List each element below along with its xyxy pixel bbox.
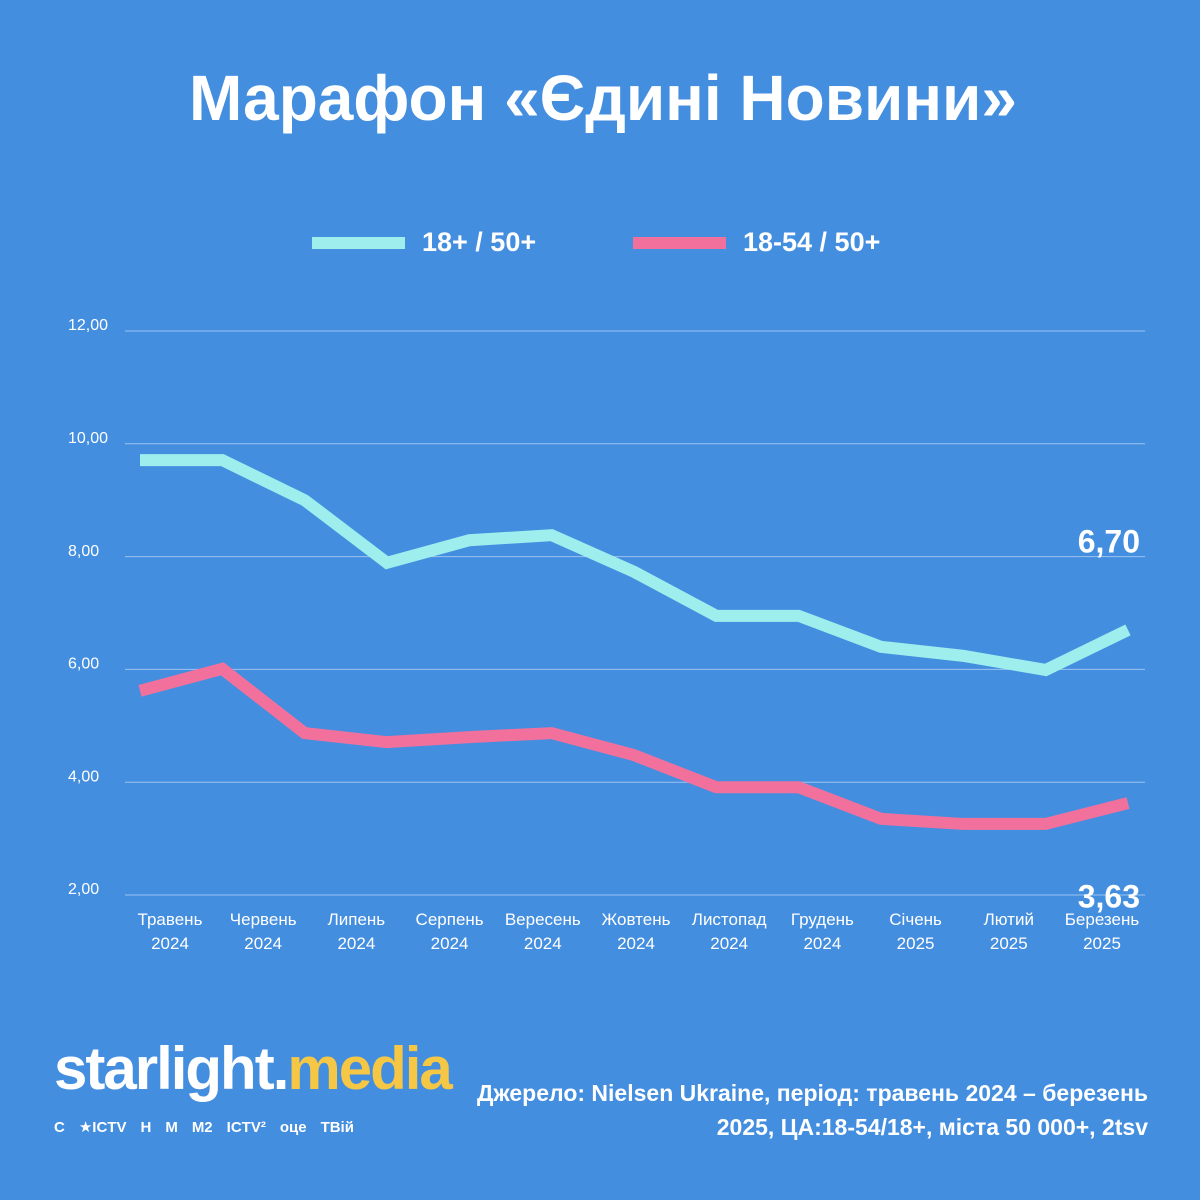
x-tick-label: Лютий 2025: [983, 910, 1034, 953]
brand-logo: starlight.media: [54, 1034, 453, 1103]
chart-title: Марафон «Єдині Новини»: [189, 62, 1017, 134]
x-tick-label: Вересень 2024: [504, 910, 581, 953]
x-tick-label: Жовтень 2024: [601, 910, 671, 953]
y-tick-label: 10,00: [68, 430, 108, 447]
channel-logo: С: [54, 1118, 65, 1136]
x-tick-label: Червень 2024: [229, 910, 297, 953]
series-line: [138, 662, 1130, 830]
x-tick-label: Січень 2025: [889, 910, 942, 953]
legend-label: 18-54 / 50+: [743, 227, 880, 257]
channel-logo: оце: [279, 1118, 307, 1136]
x-tick-label: Березень 2025: [1064, 910, 1140, 953]
y-tick-label: 2,00: [68, 881, 99, 898]
x-tick-label: Травень 2024: [137, 910, 203, 953]
channel-logo: ТВій: [320, 1118, 354, 1136]
channel-logo: ICTV²: [226, 1118, 266, 1136]
channel-logos: С ★ICTV Н М М2 ICTV² оце ТВій: [54, 1118, 354, 1137]
brand-main: starlight: [54, 1035, 275, 1102]
value-label: 6,70: [1078, 523, 1140, 559]
y-tick-label: 12,00: [68, 317, 108, 334]
channel-logo: М2: [191, 1118, 213, 1136]
channel-logo: М: [165, 1118, 178, 1136]
brand-accent: media: [287, 1035, 452, 1102]
x-tick-label: Липень 2024: [327, 910, 386, 953]
value-label: 3,63: [1078, 879, 1140, 915]
y-tick-label: 8,00: [68, 543, 99, 560]
y-tick-label: 6,00: [68, 656, 99, 673]
x-tick-label: Грудень 2024: [790, 910, 854, 953]
y-tick-label: 4,00: [68, 768, 99, 785]
legend-label: 18+ / 50+: [422, 227, 536, 257]
series-line: [140, 454, 1131, 677]
source-note: Джерело: Nielsen Ukraine, період: травен…: [477, 1080, 1148, 1140]
brand-dot: .: [272, 1035, 290, 1102]
x-tick-label: Серпень 2024: [415, 910, 484, 953]
channel-logo: Н: [140, 1118, 152, 1136]
channel-logo: ★ICTV: [78, 1119, 127, 1136]
x-tick-label: Листопад 2024: [691, 910, 767, 953]
